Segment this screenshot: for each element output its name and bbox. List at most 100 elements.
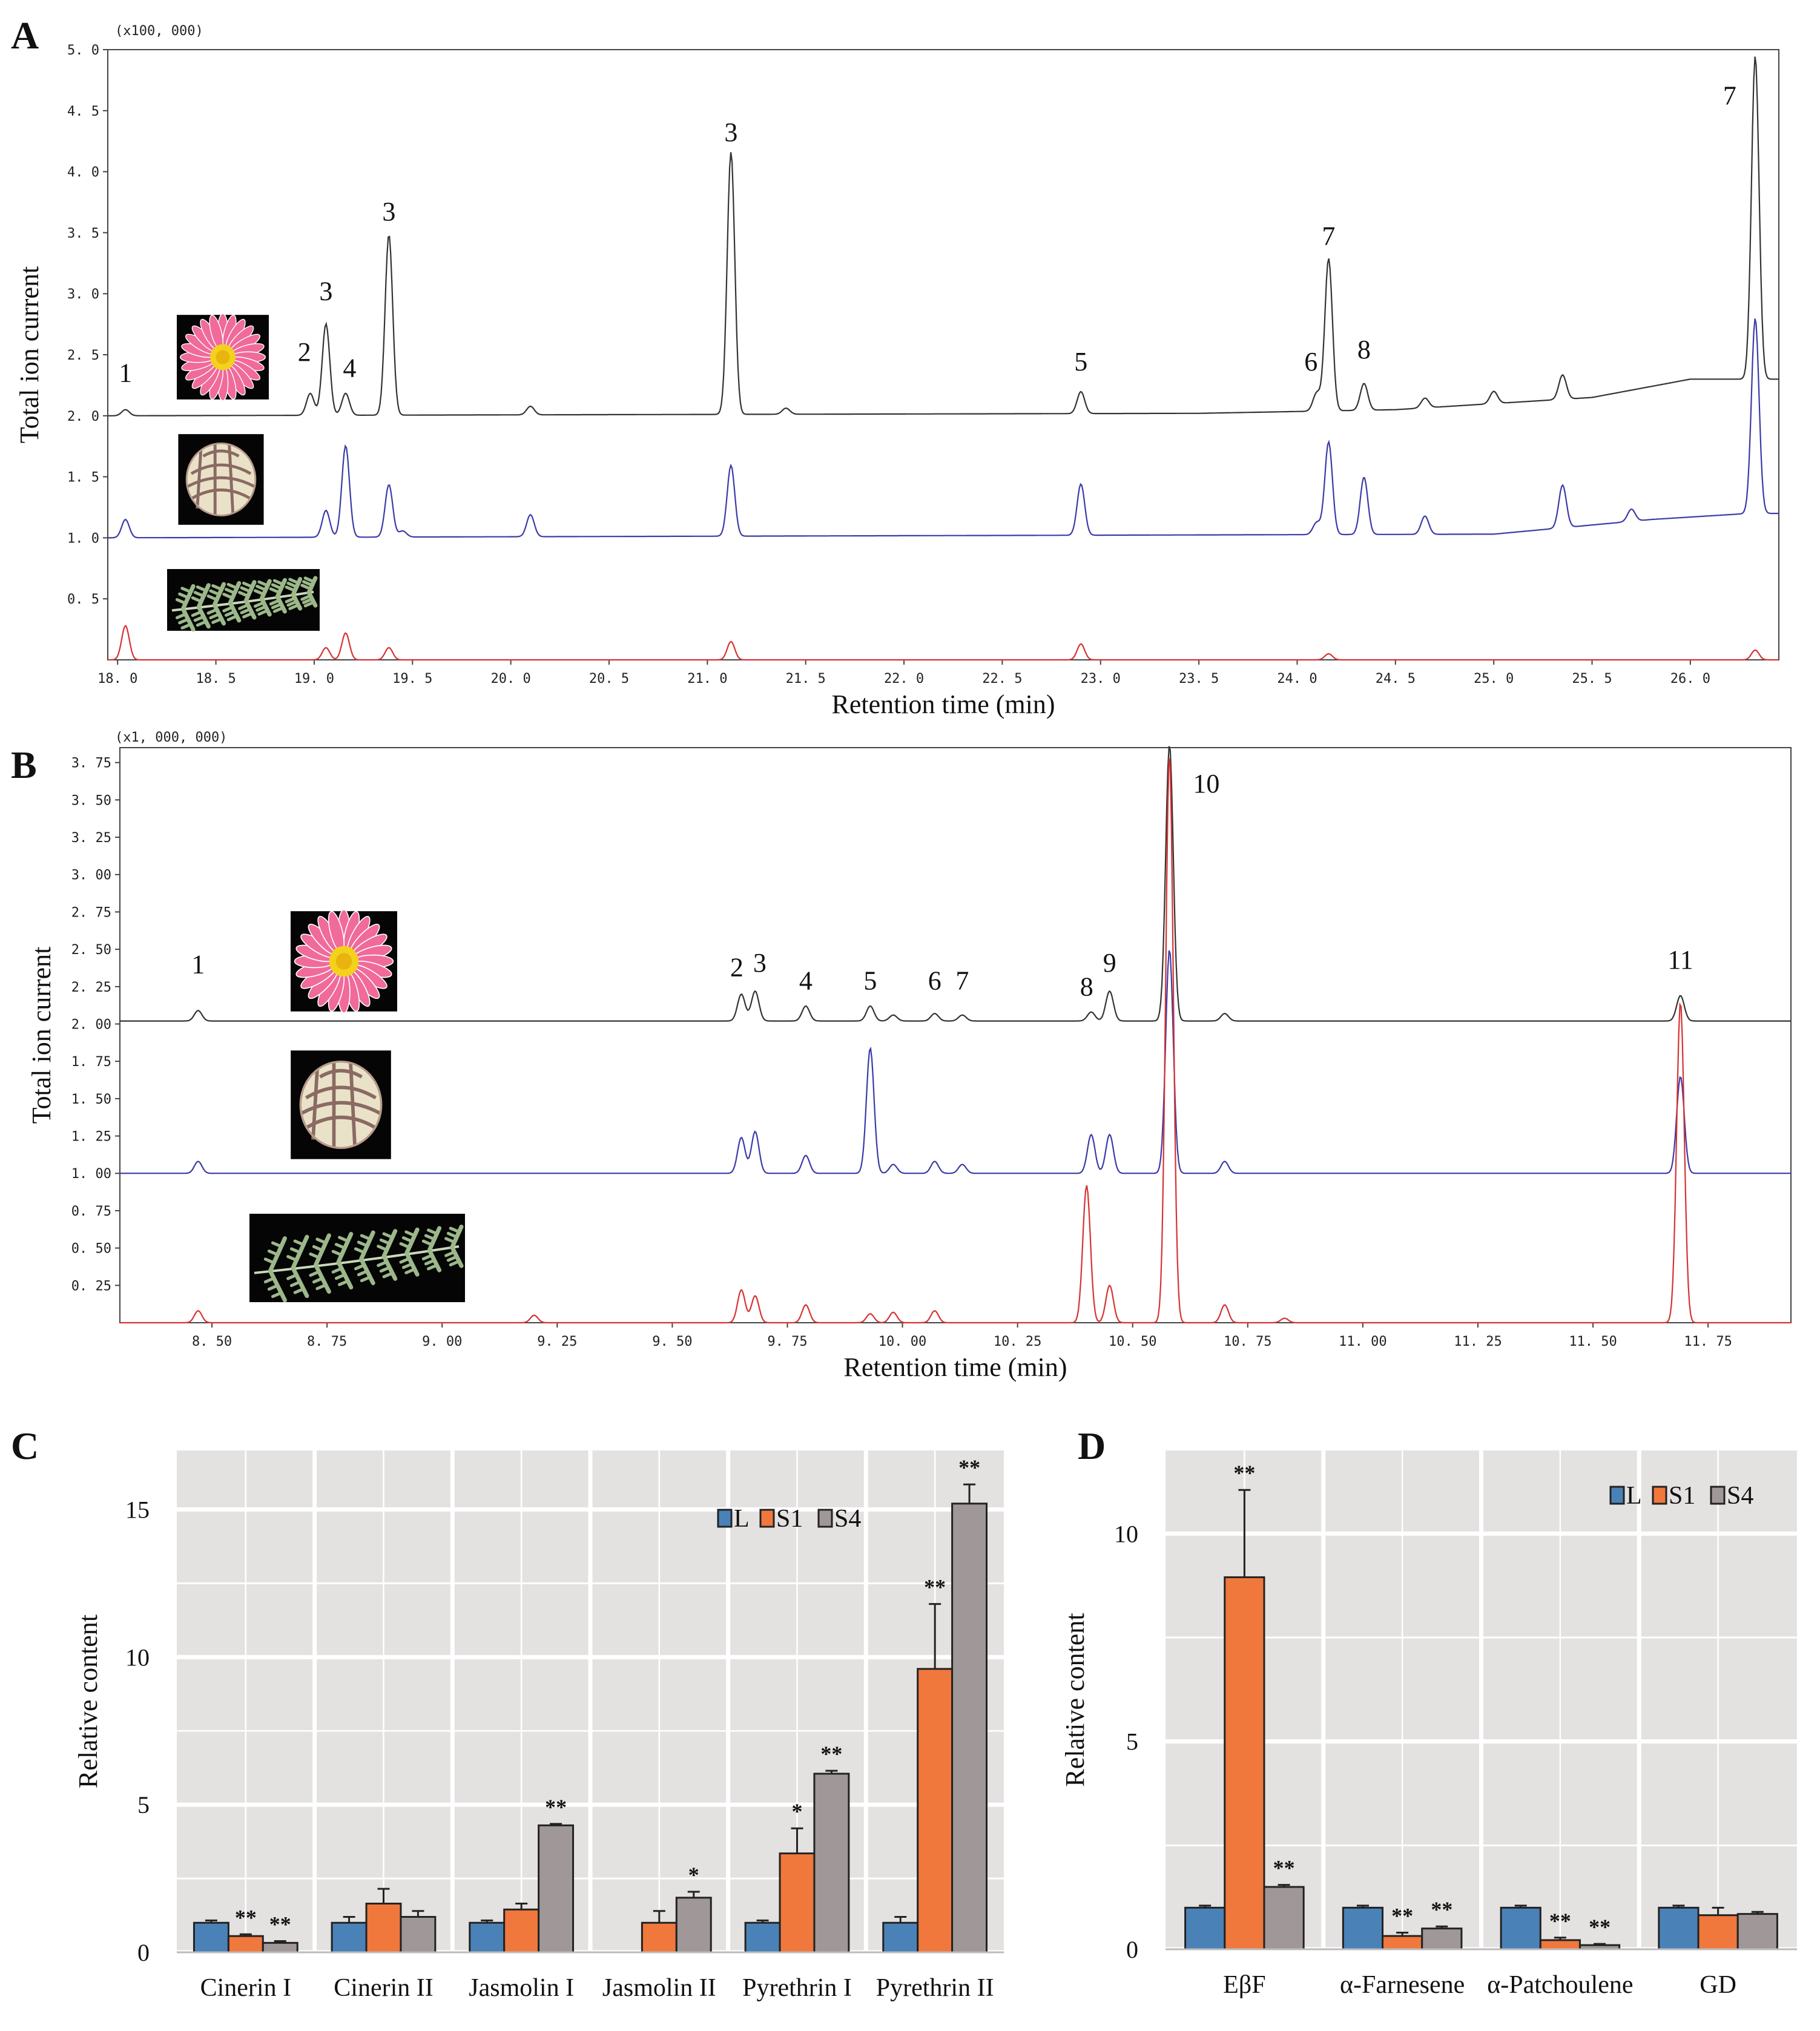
x-tick-label: 8. 75 (307, 1334, 347, 1349)
significance-marker: ** (1391, 1904, 1413, 1928)
panel-letter: A (11, 14, 39, 57)
significance-marker: ** (545, 1795, 567, 1819)
chromatogram-trace (108, 624, 1779, 661)
pink-flower-icon (176, 313, 269, 401)
peak-label: 10 (1193, 769, 1219, 798)
x-tick-label: 11. 00 (1339, 1334, 1386, 1349)
peak-label: 6 (1304, 347, 1317, 377)
leaf-icon (167, 569, 320, 632)
x-tick-label: 20. 5 (589, 671, 629, 686)
bar (917, 1668, 954, 1954)
x-tick-label: 23. 0 (1081, 671, 1121, 686)
bar (469, 1921, 506, 1954)
y-tick-label: 2. 75 (71, 905, 111, 920)
y-tick-label: 0. 75 (71, 1204, 111, 1219)
panel-a-chromatogram: A (x100, 000) 0. 5 1. 0 1. 5 2. 0 2. 5 3. 0 3. 5… (11, 14, 1779, 719)
y-tick-label: 0 (1126, 1936, 1138, 1963)
x-tick-label: 26. 0 (1670, 671, 1710, 686)
y-axis-label: Total ion current (27, 947, 56, 1124)
bar (193, 1921, 229, 1954)
y-tick-label: 0 (137, 1939, 150, 1966)
bar (1500, 1906, 1541, 1950)
x-tick-label: 25. 5 (1572, 671, 1612, 686)
category-label: Pyrethrin II (876, 1974, 994, 2002)
x-tick-label: 10. 50 (1109, 1334, 1156, 1349)
chromatogram-trace (108, 56, 1779, 416)
significance-marker: * (792, 1799, 803, 1823)
legend-label: L (734, 1505, 750, 1533)
significance-marker: ** (1589, 1915, 1611, 1939)
y-tick-label: 3. 50 (71, 793, 111, 808)
y-tick-label: 5. 0 (67, 43, 99, 58)
x-tick-label: 10. 25 (994, 1334, 1041, 1349)
x-tick-label: 11. 75 (1684, 1334, 1732, 1349)
legend-label: S1 (1669, 1482, 1695, 1510)
chromatogram-trace (108, 318, 1779, 539)
peak-label: 4 (343, 353, 356, 383)
x-tick-label: 9. 25 (537, 1334, 577, 1349)
x-tick-label: 9. 00 (422, 1334, 462, 1349)
legend-label: S4 (834, 1505, 861, 1533)
significance-marker: * (688, 1863, 699, 1887)
peak-label: 3 (724, 117, 737, 147)
y-tick-label: 3. 25 (71, 831, 111, 846)
bar (1736, 1913, 1778, 1950)
x-tick-label: 11. 25 (1454, 1334, 1502, 1349)
bar (1382, 1935, 1423, 1950)
y-tick-label: 1. 75 (71, 1055, 111, 1070)
y-tick-label: 0. 50 (71, 1242, 111, 1257)
significance-marker: ** (924, 1575, 946, 1599)
peak-label: 4 (799, 966, 813, 996)
significance-marker: ** (235, 1905, 257, 1929)
x-tick-label: 21. 0 (687, 671, 727, 686)
y-tick-label: 2. 00 (71, 1017, 111, 1032)
y-tick-label: 1. 00 (71, 1167, 111, 1182)
x-axis-label: Retention time (min) (843, 1352, 1067, 1382)
peak-label: 3 (753, 948, 767, 978)
y-tick-label: 15 (125, 1496, 150, 1524)
significance-marker: ** (1431, 1897, 1452, 1921)
peak-label: 6 (928, 966, 941, 996)
peak-label: 5 (1074, 347, 1087, 377)
bar (882, 1921, 919, 1954)
pink-flower-icon (290, 909, 398, 1013)
bar (641, 1921, 678, 1954)
peak-label: 1 (119, 358, 132, 387)
y-tick-label: 3. 0 (67, 287, 99, 302)
y-tick-label: 5 (137, 1791, 150, 1819)
x-tick-label: 22. 5 (982, 671, 1022, 686)
panel-letter: C (11, 1424, 39, 1467)
peak-label: 8 (1357, 335, 1371, 364)
x-tick-label: 8. 50 (192, 1334, 232, 1349)
x-tick-label: 10. 00 (879, 1334, 926, 1349)
plot-frame (107, 49, 1779, 660)
y-tick-label: 10 (125, 1644, 150, 1671)
x-tick-label: 22. 0 (884, 671, 924, 686)
bar (1421, 1927, 1463, 1950)
leaf-icon (249, 1214, 465, 1303)
x-tick-label: 18. 0 (97, 671, 137, 686)
y-tick-label: 2. 0 (67, 409, 99, 424)
chromatogram-trace (120, 758, 1791, 1324)
x-tick-label: 9. 75 (767, 1334, 807, 1349)
x-tick-label: 19. 5 (392, 671, 432, 686)
y-tick-label: 0. 25 (71, 1279, 111, 1294)
bar (503, 1908, 540, 1954)
flower-bud-icon (178, 434, 263, 525)
bar (675, 1897, 712, 1954)
category-label: Pyrethrin I (742, 1974, 852, 2002)
bar (1658, 1906, 1700, 1950)
y-tick-label: 1. 25 (71, 1130, 111, 1145)
x-axis-label: Retention time (min) (831, 690, 1055, 719)
peak-label: 11 (1667, 945, 1693, 975)
y-tick-label: 5 (1126, 1728, 1138, 1756)
bar (813, 1773, 850, 1954)
y-tick-label: 3. 00 (71, 868, 111, 883)
significance-marker: ** (1273, 1856, 1295, 1880)
peak-label: 3 (319, 276, 332, 306)
panel-letter: B (11, 743, 37, 786)
significance-marker: ** (820, 1742, 842, 1766)
bar (331, 1921, 368, 1954)
